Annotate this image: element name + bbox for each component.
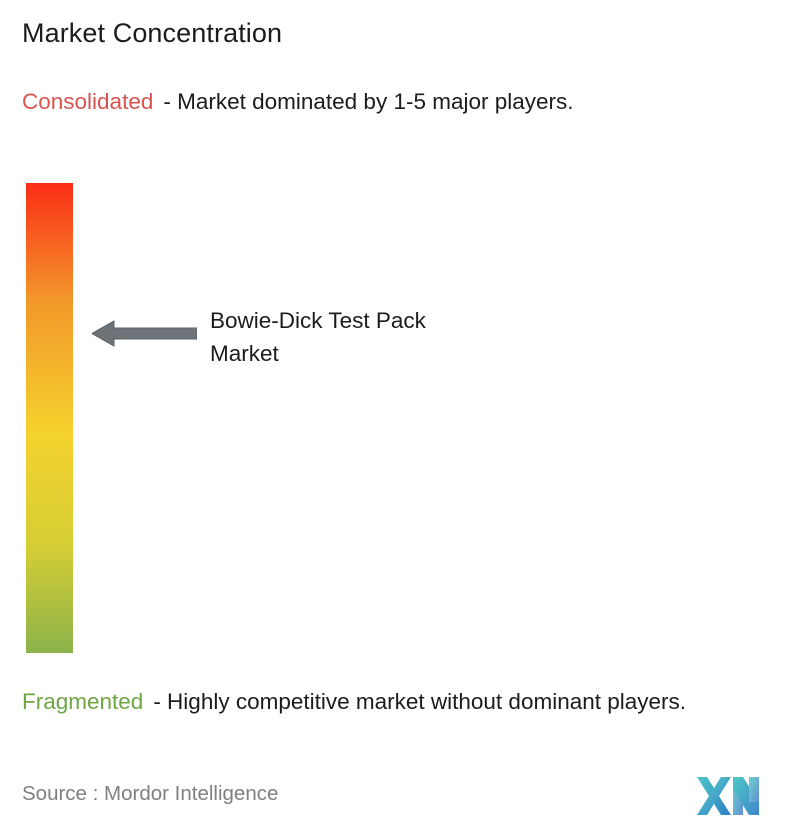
legend-consolidated-key: Consolidated (22, 89, 154, 114)
legend-consolidated: Consolidated - Market dominated by 1-5 ma… (22, 86, 762, 117)
legend-fragmented: Fragmented - Highly competitive market wi… (22, 686, 782, 717)
legend-fragmented-description: - Highly competitive market without domi… (153, 689, 687, 714)
market-callout-label-line2: Market (210, 341, 279, 366)
concentration-gradient-bar (26, 183, 73, 653)
page-title: Market Concentration (22, 18, 283, 48)
market-callout-label: Bowie-Dick Test Pack Market (210, 304, 550, 370)
market-callout-label-line1: Bowie-Dick Test Pack (210, 308, 426, 333)
source-attribution: Source : Mordor Intelligence (22, 782, 279, 805)
mordor-intelligence-logo-icon (697, 777, 759, 815)
market-callout: Bowie-Dick Test Pack Market (92, 300, 542, 370)
arrow-left-icon (92, 320, 197, 347)
legend-fragmented-key: Fragmented (22, 689, 144, 714)
legend-consolidated-description: - Market dominated by 1-5 major players. (163, 89, 574, 114)
